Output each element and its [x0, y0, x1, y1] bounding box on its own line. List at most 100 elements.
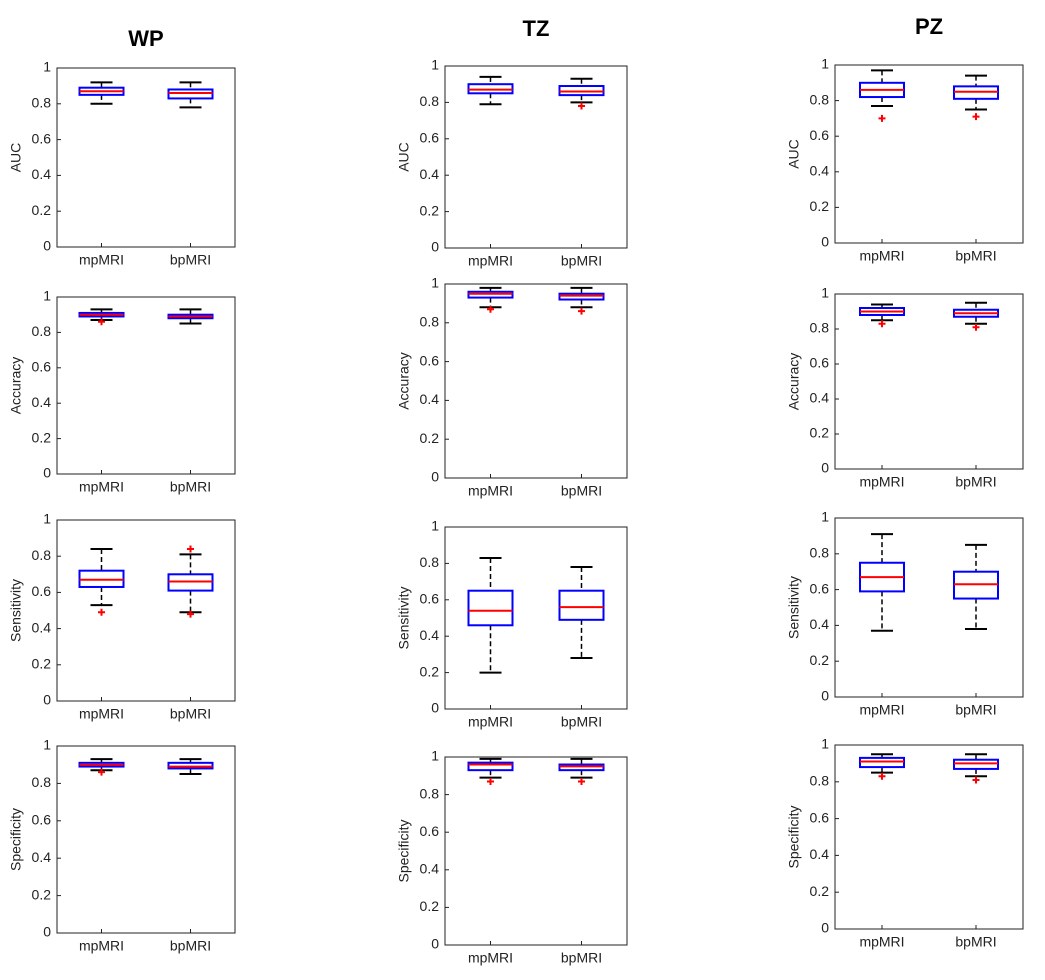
x-tick-label: bpMRI: [955, 248, 996, 264]
x-tick-label: mpMRI: [859, 934, 904, 950]
x-tick-label: mpMRI: [79, 479, 124, 495]
y-tick-label: 0.6: [810, 355, 830, 371]
x-tick-label: mpMRI: [79, 252, 124, 268]
y-tick-label: 0.8: [810, 773, 830, 789]
y-axis-label: Sensitivity: [786, 576, 802, 639]
axes-frame: [834, 744, 1024, 930]
y-tick-label: 0: [821, 234, 829, 250]
y-tick-label: 0.2: [420, 663, 440, 679]
y-tick-label: 1: [821, 509, 829, 525]
y-tick-label: 0: [43, 465, 51, 481]
axes-frame: [444, 756, 628, 946]
x-tick-label: mpMRI: [859, 702, 904, 718]
outlier: [578, 777, 585, 785]
y-tick-label: 0.2: [32, 886, 52, 902]
outlier: [972, 776, 980, 784]
y-tick-label: 0.6: [420, 823, 440, 839]
y-axis-label: Accuracy: [396, 352, 412, 410]
axes-frame: [444, 526, 628, 710]
x-tick-label: bpMRI: [561, 950, 602, 966]
y-tick-label: 0: [431, 700, 439, 716]
column-title: PZ: [915, 14, 943, 39]
outlier: [578, 307, 585, 315]
y-tick-label: 0.2: [420, 430, 440, 446]
y-axis-label: Sensitivity: [396, 586, 412, 649]
y-tick-label: 0.8: [32, 774, 52, 790]
box: [467, 589, 514, 627]
y-tick-label: 0.2: [32, 656, 52, 672]
outlier: [878, 114, 886, 122]
y-axis-label: AUC: [396, 142, 412, 172]
axes-frame: [444, 283, 628, 479]
outlier: [187, 545, 194, 553]
y-tick-label: 0.4: [32, 394, 52, 410]
y-tick-label: 1: [821, 285, 829, 301]
outlier: [487, 305, 494, 313]
axes-frame: [56, 67, 236, 248]
y-tick-label: 0.2: [810, 652, 830, 668]
y-tick-label: 0.8: [810, 545, 830, 561]
x-tick-label: mpMRI: [468, 483, 513, 499]
y-tick-label: 0.2: [420, 898, 440, 914]
y-tick-label: 0: [43, 924, 51, 940]
y-tick-label: 0.8: [810, 91, 830, 107]
x-tick-label: bpMRI: [170, 938, 211, 954]
y-tick-label: 0.4: [810, 616, 830, 632]
y-tick-label: 0.8: [32, 95, 52, 111]
outlier: [972, 323, 980, 331]
y-tick-label: 0.4: [420, 861, 440, 877]
axes-frame: [56, 745, 236, 934]
axes-frame: [834, 517, 1024, 698]
y-tick-label: 0.6: [420, 591, 440, 607]
x-tick-label: mpMRI: [859, 248, 904, 264]
y-axis-label: Sensitivity: [8, 579, 24, 642]
y-tick-label: 0.8: [32, 547, 52, 563]
y-tick-label: 1: [821, 736, 829, 752]
y-axis-label: Accuracy: [786, 353, 802, 411]
y-tick-label: 0.6: [810, 127, 830, 143]
y-tick-label: 0.2: [420, 202, 440, 218]
y-tick-label: 0.2: [810, 198, 830, 214]
y-tick-label: 0.4: [32, 849, 52, 865]
y-tick-label: 0.2: [32, 202, 52, 218]
outlier: [878, 772, 886, 780]
x-tick-label: bpMRI: [955, 702, 996, 718]
y-tick-label: 0.4: [810, 390, 830, 406]
x-tick-label: mpMRI: [468, 950, 513, 966]
outlier: [98, 768, 105, 776]
y-tick-label: 0: [431, 469, 439, 485]
y-axis-label: Specificity: [396, 819, 412, 882]
x-tick-label: bpMRI: [955, 474, 996, 490]
y-tick-label: 0.6: [420, 352, 440, 368]
y-tick-label: 1: [431, 275, 439, 291]
y-tick-label: 1: [43, 59, 51, 75]
axes-frame: [56, 519, 236, 702]
y-tick-label: 0.8: [420, 785, 440, 801]
y-tick-label: 1: [43, 288, 51, 304]
y-tick-label: 1: [43, 737, 51, 753]
outlier: [98, 318, 105, 326]
y-tick-label: 0: [431, 239, 439, 255]
axes-frame: [834, 293, 1024, 470]
y-tick-label: 1: [821, 56, 829, 72]
y-tick-label: 0.6: [32, 130, 52, 146]
y-tick-label: 0: [43, 692, 51, 708]
x-tick-label: bpMRI: [170, 479, 211, 495]
y-axis-label: AUC: [8, 143, 24, 173]
y-tick-label: 0.2: [810, 425, 830, 441]
column-title: WP: [128, 26, 163, 51]
outlier: [187, 610, 194, 618]
outlier: [878, 320, 886, 328]
x-tick-label: bpMRI: [561, 253, 602, 269]
y-axis-label: Specificity: [8, 808, 24, 871]
y-tick-label: 0.8: [32, 323, 52, 339]
axes-frame: [56, 296, 236, 475]
y-tick-label: 0: [821, 460, 829, 476]
y-tick-label: 1: [431, 748, 439, 764]
x-tick-label: mpMRI: [79, 938, 124, 954]
y-tick-label: 0.4: [420, 627, 440, 643]
y-tick-label: 1: [431, 518, 439, 534]
axes-frame: [444, 65, 628, 249]
y-tick-label: 0.6: [32, 812, 52, 828]
